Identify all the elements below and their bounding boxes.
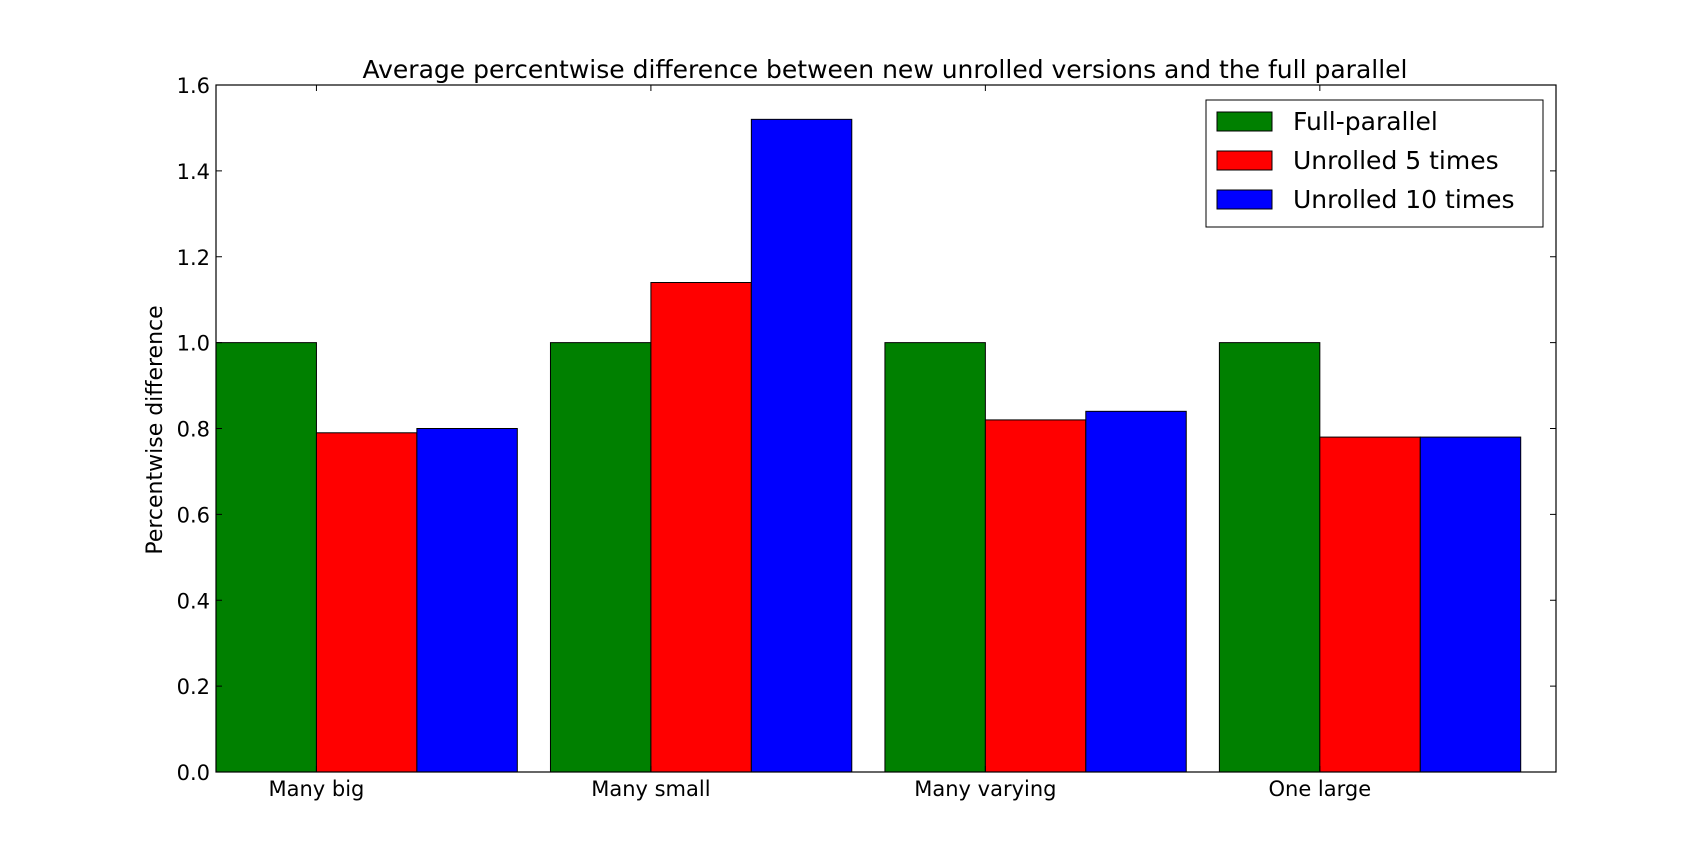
y-tick-label: 0.2 bbox=[177, 675, 210, 699]
bar-unrolled-10-times-0 bbox=[416, 428, 518, 773]
bar-unrolled-5-times-1 bbox=[650, 282, 752, 773]
plot-area: 0.0 0.2 0.4 0.6 0.8 1.0 1.2 1.4 1.6 Many big Many … bbox=[177, 74, 1557, 801]
x-tick-label: One large bbox=[1269, 777, 1372, 801]
bar-unrolled-5-times-3 bbox=[1319, 436, 1421, 773]
legend: Full-parallel Unrolled 5 times Unrolled 10… bbox=[1205, 99, 1544, 228]
bar-unrolled-5-times-2 bbox=[984, 419, 1087, 773]
x-tick-label: Many small bbox=[591, 777, 710, 801]
bar-unrolled-10-times-2 bbox=[1085, 410, 1187, 773]
bar-full-parallel-0 bbox=[215, 342, 317, 773]
legend-swatch bbox=[1216, 111, 1273, 132]
y-tick-label: 0.0 bbox=[177, 761, 210, 785]
legend-label: Unrolled 5 times bbox=[1293, 146, 1499, 175]
y-tick-label: 1.2 bbox=[177, 246, 210, 270]
bar-full-parallel-1 bbox=[549, 342, 652, 773]
bar-unrolled-10-times-3 bbox=[1419, 436, 1522, 773]
y-tick-label: 1.0 bbox=[177, 332, 210, 356]
bar-unrolled-10-times-1 bbox=[750, 118, 853, 773]
y-axis-label: Percentwise difference bbox=[143, 305, 168, 554]
bar-full-parallel-2 bbox=[884, 342, 986, 773]
y-tick-label: 0.6 bbox=[177, 503, 210, 527]
y-tick-label: 1.6 bbox=[177, 74, 210, 98]
legend-swatch bbox=[1216, 150, 1273, 171]
x-tick-label: Many big bbox=[268, 777, 364, 801]
legend-label: Full-parallel bbox=[1293, 107, 1438, 136]
x-tick-label: Many varying bbox=[914, 777, 1056, 801]
bar-full-parallel-3 bbox=[1218, 342, 1321, 773]
bar-unrolled-5-times-0 bbox=[315, 432, 418, 773]
y-tick-label: 1.4 bbox=[177, 160, 210, 184]
chart-title: Average percentwise difference between n… bbox=[362, 55, 1407, 84]
legend-label: Unrolled 10 times bbox=[1293, 185, 1515, 214]
y-tick-label: 0.8 bbox=[177, 418, 210, 442]
y-tick-label: 0.4 bbox=[177, 589, 210, 613]
legend-swatch bbox=[1216, 189, 1273, 210]
